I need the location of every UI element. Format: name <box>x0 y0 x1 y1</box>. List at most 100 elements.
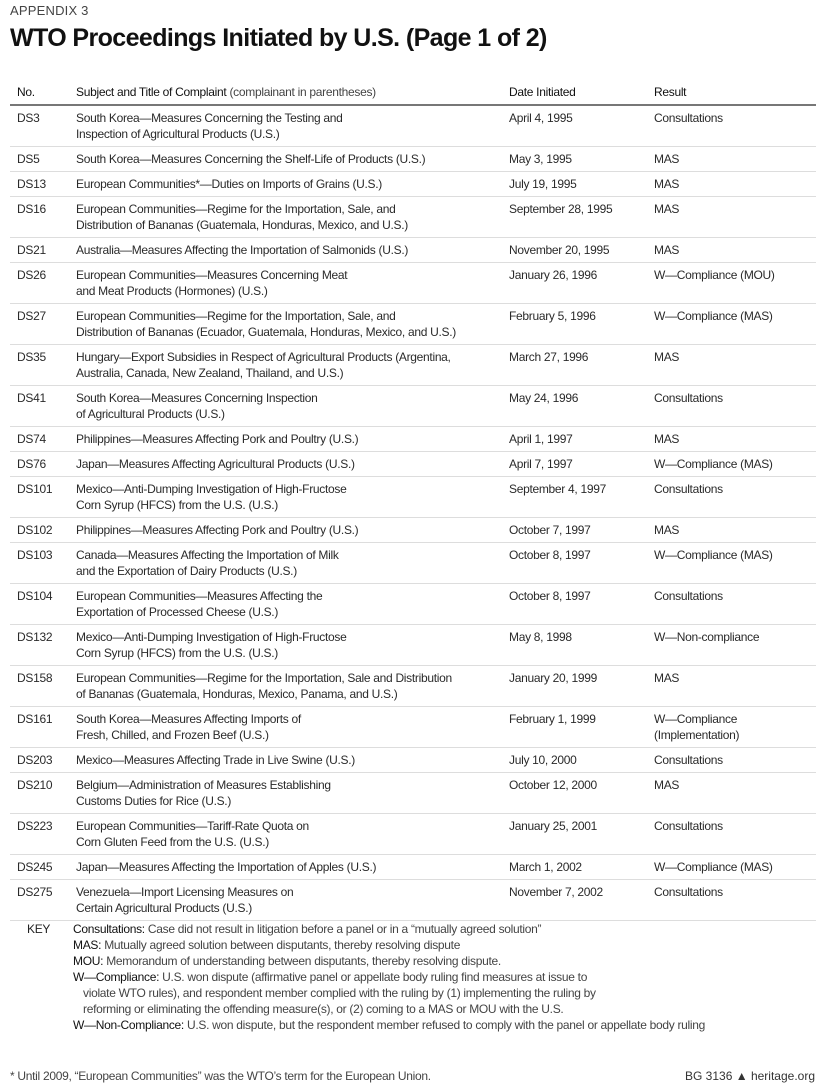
case-subject: Mexico—Anti-Dumping Investigation of Hig… <box>76 476 509 518</box>
key-term: W—Compliance: <box>73 970 160 984</box>
liberty-bell-icon: ▲ <box>735 1069 748 1083</box>
key-definition: reforming or eliminating the offending m… <box>83 1002 564 1016</box>
case-number: DS101 <box>10 476 76 518</box>
case-subject: Canada—Measures Affecting the Importatio… <box>76 542 509 584</box>
key-item: W—Compliance: U.S. won dispute (affirmat… <box>73 969 825 985</box>
case-number: DS13 <box>10 171 76 197</box>
case-result: MAS <box>654 665 816 707</box>
date-initiated: November 20, 1995 <box>509 237 654 263</box>
key-item: Consultations: Case did not result in li… <box>73 921 825 937</box>
date-initiated: April 7, 1997 <box>509 451 654 477</box>
date-initiated: September 28, 1995 <box>509 196 654 238</box>
key-definition: U.S. won dispute, but the respondent mem… <box>186 1018 706 1032</box>
key-item: MOU: Memorandum of understanding between… <box>73 953 825 969</box>
date-initiated: January 26, 1996 <box>509 262 654 304</box>
case-subject: South Korea—Measures Affecting Imports o… <box>76 706 509 748</box>
table-row: DS76 Japan—Measures Affecting Agricultura… <box>10 451 816 477</box>
case-subject: Australia—Measures Affecting the Importa… <box>76 237 509 263</box>
key-definition: Memorandum of understanding between disp… <box>106 954 501 968</box>
table-row: DS104 European Communities—Measures Affec… <box>10 583 816 625</box>
case-result: W—Compliance (Implementation) <box>654 706 816 748</box>
date-initiated: March 27, 1996 <box>509 344 654 386</box>
appendix-label: APPENDIX 3 <box>10 3 89 18</box>
case-number: DS74 <box>10 426 76 452</box>
table-row: DS27 European Communities—Regime for the … <box>10 303 816 345</box>
case-subject: South Korea—Measures Concerning the Test… <box>76 105 509 147</box>
case-number: DS41 <box>10 385 76 427</box>
date-initiated: October 8, 1997 <box>509 583 654 625</box>
date-initiated: October 7, 1997 <box>509 517 654 543</box>
case-result: MAS <box>654 146 816 172</box>
case-result: MAS <box>654 237 816 263</box>
case-number: DS27 <box>10 303 76 345</box>
case-result: Consultations <box>654 385 816 427</box>
key-term: MAS: <box>73 938 102 952</box>
key-label: KEY <box>27 922 51 936</box>
case-subject: European Communities—Tariff-Rate Quota o… <box>76 813 509 855</box>
case-number: DS5 <box>10 146 76 172</box>
case-subject: European Communities—Measures Concerning… <box>76 262 509 304</box>
case-number: DS16 <box>10 196 76 238</box>
table-row: DS161 South Korea—Measures Affecting Impo… <box>10 706 816 748</box>
case-subject: Belgium—Administration of Measures Estab… <box>76 772 509 814</box>
case-number: DS103 <box>10 542 76 584</box>
table-row: DS102 Philippines—Measures Affecting Pork… <box>10 517 816 543</box>
case-number: DS26 <box>10 262 76 304</box>
case-result: W—Compliance (MAS) <box>654 542 816 584</box>
case-result: W—Compliance (MAS) <box>654 303 816 345</box>
table-row: DS101 Mexico—Anti-Dumping Investigation o… <box>10 476 816 518</box>
footnote: * Until 2009, “European Communities” was… <box>10 1069 431 1083</box>
table-row: DS223 European Communities—Tariff-Rate Qu… <box>10 813 816 855</box>
case-subject: Hungary—Export Subsidies in Respect of A… <box>76 344 509 386</box>
case-result: MAS <box>654 344 816 386</box>
case-result: W—Compliance (MAS) <box>654 451 816 477</box>
case-subject: European Communities—Regime for the Impo… <box>76 303 509 345</box>
key-definition: violate WTO rules), and respondent membe… <box>83 986 596 1000</box>
date-initiated: September 4, 1997 <box>509 476 654 518</box>
date-initiated: April 1, 1997 <box>509 426 654 452</box>
case-subject: Mexico—Measures Affecting Trade in Live … <box>76 747 509 773</box>
case-number: DS210 <box>10 772 76 814</box>
key-term: Consultations: <box>73 922 145 936</box>
key-item: W—Non-Compliance: U.S. won dispute, but … <box>73 1017 825 1033</box>
table-row: DS13 European Communities*—Duties on Impo… <box>10 171 816 197</box>
case-subject: Japan—Measures Affecting Agricultural Pr… <box>76 451 509 477</box>
case-number: DS245 <box>10 854 76 880</box>
case-result: MAS <box>654 196 816 238</box>
case-result: MAS <box>654 517 816 543</box>
date-initiated: February 1, 1999 <box>509 706 654 748</box>
case-result: MAS <box>654 426 816 452</box>
case-subject: European Communities—Measures Affecting … <box>76 583 509 625</box>
table-row: DS103 Canada—Measures Affecting the Impor… <box>10 542 816 584</box>
proceedings-table: No. Subject and Title of Complaint (comp… <box>10 82 816 921</box>
case-subject: Philippines—Measures Affecting Pork and … <box>76 426 509 452</box>
key-body: Consultations: Case did not result in li… <box>73 921 825 1033</box>
case-number: DS132 <box>10 624 76 666</box>
case-number: DS203 <box>10 747 76 773</box>
date-initiated: July 19, 1995 <box>509 171 654 197</box>
key-term: MOU: <box>73 954 104 968</box>
key-definition: U.S. won dispute (affirmative panel or a… <box>162 970 588 984</box>
table-row: DS35 Hungary—Export Subsidies in Respect … <box>10 344 816 386</box>
key-definition: Mutually agreed solution between disputa… <box>104 938 461 952</box>
col-subject-note: (complainant in parentheses) <box>229 85 376 99</box>
table-row: DS132 Mexico—Anti-Dumping Investigation o… <box>10 624 816 666</box>
table-row: DS16 European Communities—Regime for the … <box>10 196 816 238</box>
case-subject: South Korea—Measures Concerning Inspecti… <box>76 385 509 427</box>
case-result: Consultations <box>654 105 816 147</box>
date-initiated: October 12, 2000 <box>509 772 654 814</box>
source-site: heritage.org <box>750 1069 815 1083</box>
col-no: No. <box>10 82 76 106</box>
date-initiated: January 25, 2001 <box>509 813 654 855</box>
table-row: DS41 South Korea—Measures Concerning Insp… <box>10 385 816 427</box>
col-subject: Subject and Title of Complaint (complain… <box>76 82 509 106</box>
case-number: DS35 <box>10 344 76 386</box>
date-initiated: May 8, 1998 <box>509 624 654 666</box>
case-result: MAS <box>654 171 816 197</box>
case-number: DS161 <box>10 706 76 748</box>
case-result: W—Compliance (MOU) <box>654 262 816 304</box>
table-row: DS210 Belgium—Administration of Measures … <box>10 772 816 814</box>
col-result: Result <box>654 82 816 106</box>
key-item: violate WTO rules), and respondent membe… <box>73 985 825 1001</box>
